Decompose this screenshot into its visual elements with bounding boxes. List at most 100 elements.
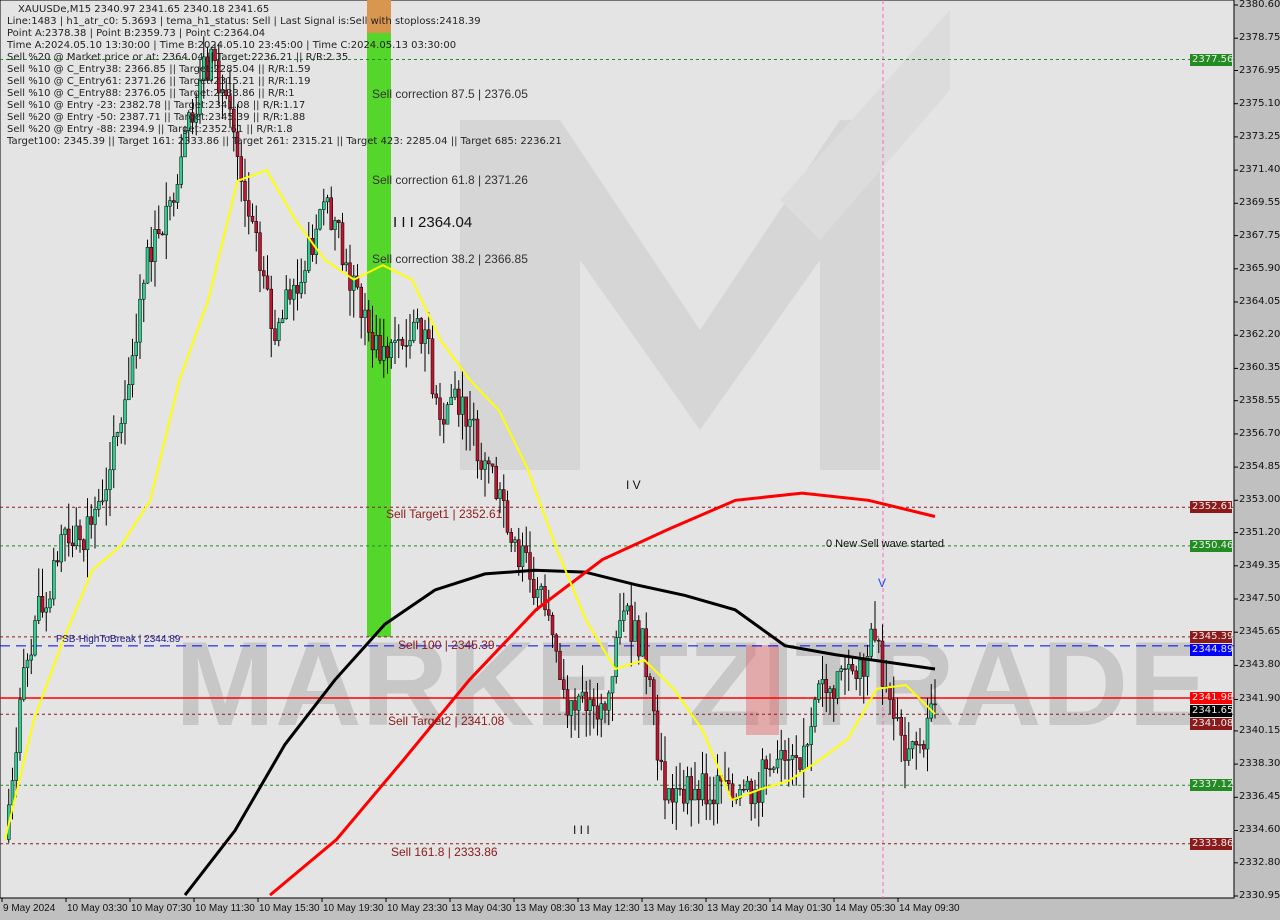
candle (254, 221, 258, 233)
candle (539, 586, 543, 590)
candle (629, 605, 633, 642)
candle (70, 542, 75, 547)
candle (438, 397, 442, 420)
candle (798, 757, 802, 770)
candle (74, 525, 78, 547)
candle (33, 620, 37, 656)
candle (824, 678, 828, 693)
sell-correction-875: Sell correction 87.5 | 2376.05 (372, 87, 528, 101)
moving-average-line (4, 168, 936, 840)
sell-correction-382: Sell correction 38.2 | 2366.85 (372, 252, 528, 266)
symbol-line: XAUUSDe,M15 2340.97 2341.65 2340.18 2341… (18, 4, 270, 15)
candle (239, 156, 243, 182)
candle (190, 112, 195, 123)
watermark-logo (460, 10, 950, 470)
candle (277, 322, 281, 341)
candle (408, 340, 412, 347)
candle (854, 670, 858, 679)
candle (235, 131, 240, 157)
info-line: Sell %20 @ Market price or at: 2364.04 |… (7, 52, 349, 63)
candle (648, 676, 652, 681)
candle (592, 699, 596, 707)
candle (397, 339, 401, 341)
candle (547, 609, 551, 616)
candle (160, 233, 165, 236)
price-tag: 2352.61 (1190, 501, 1234, 514)
moving-average-line (269, 491, 936, 897)
candle (108, 469, 112, 490)
candle (839, 668, 843, 672)
watermark-text: MARKETZITRADE (175, 617, 1208, 751)
candle (603, 703, 607, 711)
candle (179, 156, 183, 185)
candle (412, 321, 416, 341)
candle (205, 56, 210, 81)
y-tick-label: 2380.60 (1239, 0, 1280, 10)
candle (273, 328, 277, 341)
candle (127, 384, 131, 401)
price-tag: 2341.08 (1190, 718, 1234, 731)
candle (344, 262, 348, 266)
candle (130, 355, 135, 385)
candle (622, 610, 626, 621)
y-tick-label: 2369.55 (1239, 197, 1280, 209)
candle (258, 232, 262, 271)
candle (520, 545, 525, 568)
candle (903, 735, 907, 761)
x-tick-label: 13 May 12:30 (579, 903, 640, 914)
candle (663, 761, 667, 801)
candle (517, 539, 521, 568)
candle (895, 717, 900, 719)
candle (250, 215, 255, 222)
candle (288, 289, 292, 300)
candle (269, 288, 273, 329)
y-tick-label: 2365.90 (1239, 262, 1280, 274)
y-tick-label: 2373.25 (1239, 130, 1280, 142)
candle (85, 516, 90, 551)
candle (352, 275, 356, 291)
candle (614, 637, 618, 677)
candle (404, 345, 408, 347)
candle (595, 705, 600, 720)
candle (104, 489, 108, 502)
candle (224, 89, 228, 97)
candle (820, 678, 825, 685)
candle (119, 423, 123, 433)
candle (370, 332, 375, 351)
candle (550, 614, 555, 636)
candle (753, 788, 757, 805)
candle (678, 788, 682, 790)
candle (400, 339, 405, 346)
candle (299, 282, 303, 294)
info-line: Sell %20 @ Entry -50: 2387.71 || Target:… (7, 112, 306, 123)
candle (483, 460, 487, 470)
candle (865, 656, 870, 677)
candle (385, 346, 390, 358)
x-tick-label: 10 May 03:30 (67, 903, 128, 914)
candle (599, 703, 603, 720)
candle (445, 404, 450, 425)
candle (153, 229, 157, 262)
candle (337, 220, 341, 223)
candle (97, 501, 101, 510)
y-tick-label: 2358.55 (1239, 394, 1280, 406)
x-tick-label: 14 May 01:30 (771, 903, 832, 914)
candle (554, 634, 558, 652)
candle (925, 717, 930, 750)
candle (869, 628, 873, 657)
candle (25, 659, 30, 668)
candle (505, 500, 510, 533)
candle (850, 664, 855, 672)
info-line: Sell %10 @ C_Entry61: 2371.26 || Target:… (7, 76, 311, 87)
candle (689, 776, 693, 801)
sell-100-label: Sell 100 | 2345.39 (398, 638, 495, 652)
candle (460, 396, 465, 415)
price-tag: 2337.12 (1190, 779, 1234, 792)
candle (712, 799, 716, 805)
candle (112, 436, 116, 471)
info-line: Sell %20 @ Entry -88: 2394.9 || Target:2… (7, 124, 293, 135)
candle (393, 340, 397, 343)
candle (479, 460, 483, 470)
candle (783, 750, 787, 761)
